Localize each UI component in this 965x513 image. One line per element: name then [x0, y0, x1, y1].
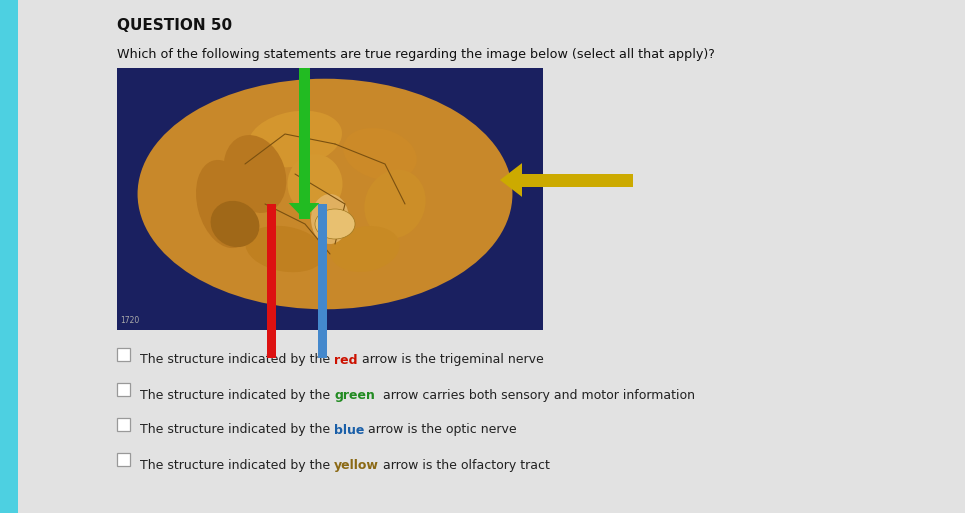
Text: The structure indicated by the: The structure indicated by the [140, 459, 334, 471]
Bar [299, 68, 310, 219]
Bar [117, 348, 130, 361]
Ellipse shape [288, 154, 343, 214]
Ellipse shape [330, 226, 400, 272]
Text: 1720: 1720 [120, 316, 139, 325]
Text: arrow is the optic nerve: arrow is the optic nerve [365, 424, 517, 437]
Text: red: red [334, 353, 358, 366]
Text: QUESTION 50: QUESTION 50 [117, 18, 233, 33]
Ellipse shape [248, 111, 342, 167]
Text: green: green [334, 388, 375, 402]
Polygon shape [289, 203, 319, 219]
Text: The structure indicated by the: The structure indicated by the [140, 353, 334, 366]
Bar [117, 68, 543, 330]
Bar [267, 204, 276, 358]
Ellipse shape [315, 209, 355, 239]
Text: The structure indicated by the: The structure indicated by the [140, 424, 334, 437]
Ellipse shape [224, 135, 287, 213]
Bar [117, 383, 130, 396]
Bar [0, 0, 18, 513]
Ellipse shape [245, 226, 324, 272]
Bar [518, 174, 633, 187]
Ellipse shape [138, 78, 512, 309]
Ellipse shape [311, 194, 349, 244]
Text: arrow carries both sensory and motor information: arrow carries both sensory and motor inf… [375, 388, 695, 402]
Text: The structure indicated by the: The structure indicated by the [140, 388, 334, 402]
Polygon shape [500, 163, 522, 197]
Text: yellow: yellow [334, 459, 379, 471]
Ellipse shape [344, 128, 417, 180]
Text: blue: blue [334, 424, 365, 437]
Bar [117, 453, 130, 466]
Text: arrow is the olfactory tract: arrow is the olfactory tract [379, 459, 550, 471]
Bar [117, 418, 130, 431]
Text: arrow is the trigeminal nerve: arrow is the trigeminal nerve [358, 353, 543, 366]
Ellipse shape [196, 160, 254, 248]
Bar [318, 204, 327, 358]
Ellipse shape [365, 170, 426, 239]
Ellipse shape [210, 201, 260, 247]
Text: Which of the following statements are true regarding the image below (select all: Which of the following statements are tr… [117, 48, 715, 61]
